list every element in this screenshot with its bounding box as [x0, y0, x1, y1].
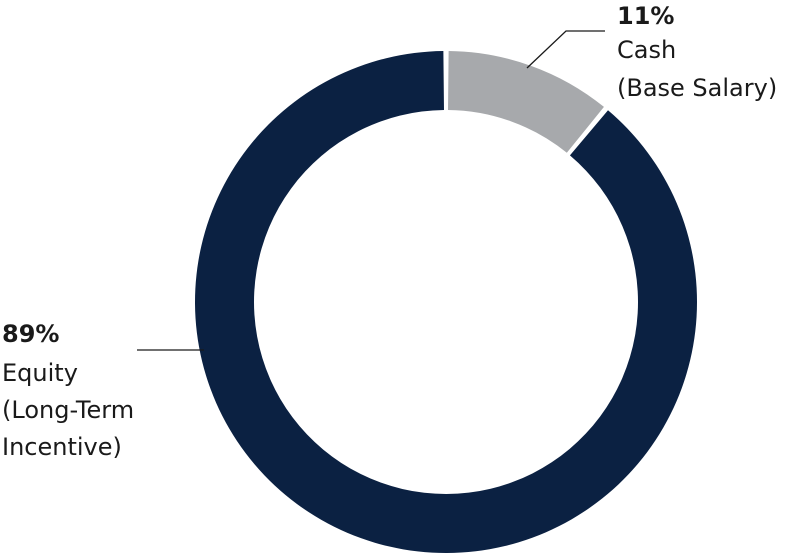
cash-percent-label: 11%: [617, 2, 674, 30]
equity-label-line-1: Equity: [2, 359, 78, 387]
equity-label-line-2: (Long-Term: [2, 396, 134, 424]
cash-leader-line: [526, 30, 605, 69]
donut-slices: [195, 51, 697, 553]
equity-label-line-3: Incentive): [2, 433, 122, 461]
donut-slice-equity: [195, 51, 697, 553]
cash-label-line-2: (Base Salary): [617, 74, 777, 102]
equity-label-group: 89% Equity (Long-Term Incentive): [2, 320, 204, 461]
cash-label-line-1: Cash: [617, 36, 676, 64]
equity-percent-label: 89%: [2, 320, 59, 348]
donut-slice-cash: [448, 51, 604, 153]
cash-label-group: 11% Cash (Base Salary): [526, 2, 777, 102]
